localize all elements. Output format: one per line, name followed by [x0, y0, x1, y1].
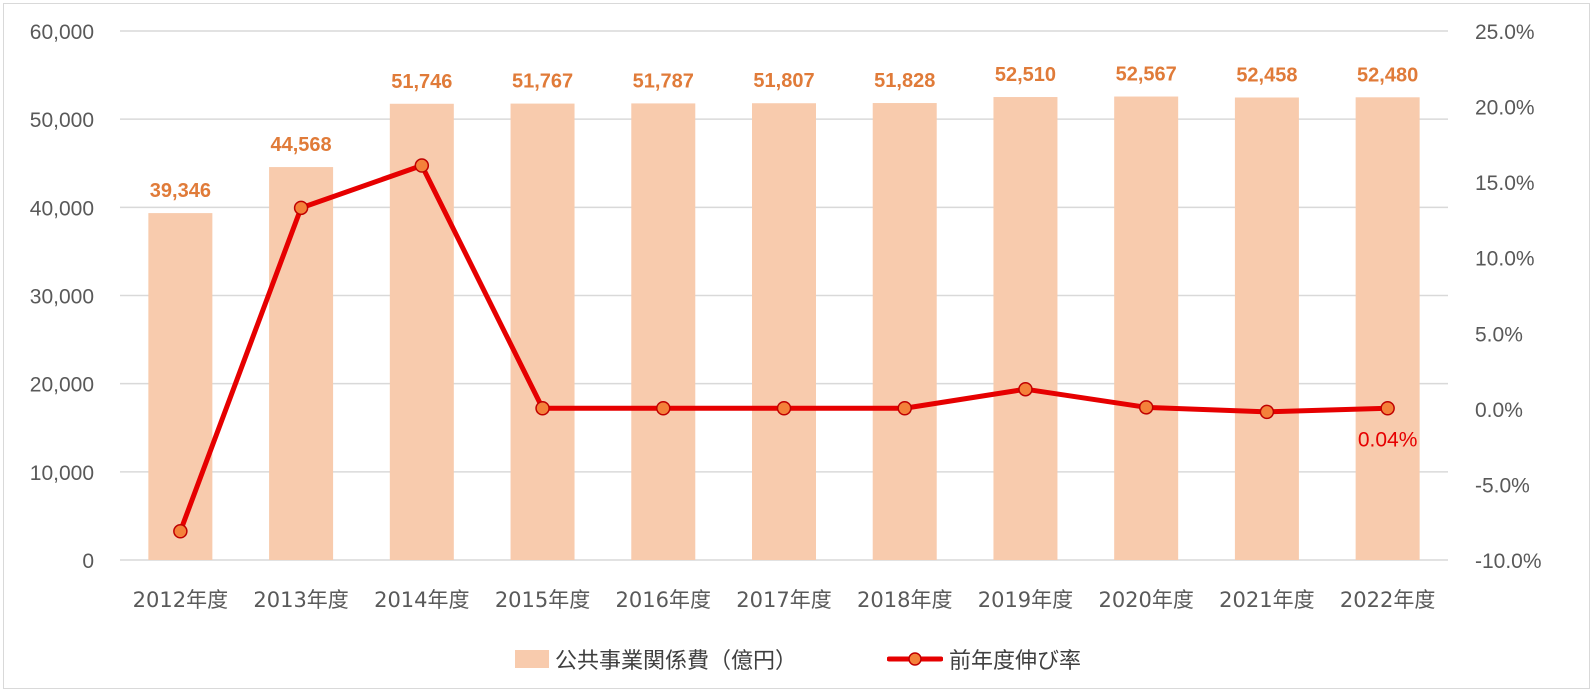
left-axis-tick: 60,000 — [30, 21, 94, 44]
x-axis-label: 2022年度 — [1340, 588, 1435, 612]
bar — [269, 167, 334, 560]
chart-frame — [3, 3, 1590, 689]
bar-data-label: 44,568 — [271, 134, 332, 156]
legend-line-label: 前年度伸び率 — [949, 648, 1082, 673]
bar-data-label: 52,458 — [1236, 64, 1297, 86]
right-axis-tick: 5.0% — [1475, 323, 1523, 346]
x-axis-label: 2013年度 — [253, 588, 348, 612]
right-axis-tick: 0.0% — [1475, 399, 1523, 422]
right-axis-tick: 20.0% — [1475, 97, 1535, 120]
bar-data-label: 51,746 — [391, 71, 452, 93]
line-data-label: 0.04% — [1358, 428, 1418, 451]
x-axis-label: 2015年度 — [495, 588, 590, 612]
bar-swatch-icon — [514, 650, 549, 668]
line-marker-swatch-icon — [887, 652, 943, 666]
right-axis-tick: 10.0% — [1475, 248, 1535, 271]
line-marker — [293, 200, 309, 216]
x-axis-label: 2020年度 — [1098, 588, 1193, 612]
bar-data-label: 52,480 — [1357, 64, 1418, 86]
line-marker — [535, 401, 550, 416]
right-axis-tick: -10.0% — [1475, 550, 1542, 573]
right-axis-tick: 25.0% — [1475, 21, 1535, 44]
line-marker — [897, 401, 912, 416]
line-marker — [1018, 381, 1033, 397]
bar-data-label: 52,510 — [995, 64, 1056, 86]
bar-data-label: 39,346 — [150, 180, 211, 202]
left-axis-tick: 0 — [82, 550, 94, 573]
right-axis-tick: -5.0% — [1475, 474, 1530, 497]
line-marker — [173, 524, 188, 539]
bar — [631, 103, 696, 560]
left-axis-tick: 40,000 — [30, 197, 94, 220]
bar-data-label: 51,787 — [633, 70, 694, 92]
bar — [752, 103, 816, 560]
left-axis-tick: 10,000 — [30, 462, 94, 485]
x-axis-label: 2017年度 — [736, 588, 831, 612]
bar — [389, 103, 454, 560]
bar — [1234, 97, 1299, 560]
bar-data-label: 51,807 — [753, 70, 814, 92]
bar-data-label: 51,767 — [512, 71, 573, 93]
bar-data-label: 51,828 — [874, 70, 935, 92]
left-axis-tick: 50,000 — [30, 109, 94, 132]
x-axis-label: 2018年度 — [857, 588, 952, 612]
x-axis-label: 2019年度 — [978, 588, 1073, 612]
legend: 公共事業関係費（億円） 前年度伸び率 — [0, 643, 1596, 675]
line-marker — [1259, 404, 1275, 420]
bar — [1355, 97, 1420, 560]
line-marker — [1138, 400, 1154, 415]
line-marker — [776, 401, 792, 416]
x-axis-label: 2021年度 — [1219, 588, 1314, 612]
x-axis-label: 2012年度 — [133, 588, 228, 612]
x-axis-label: 2014年度 — [374, 588, 469, 612]
bar — [1114, 96, 1179, 560]
right-axis-tick: 15.0% — [1475, 172, 1535, 195]
bar — [148, 213, 213, 560]
bar-data-label: 52,567 — [1116, 64, 1177, 86]
legend-item-line: 前年度伸び率 — [887, 643, 1081, 675]
line-marker — [656, 401, 671, 416]
bar — [510, 103, 575, 560]
line-marker — [414, 158, 430, 173]
left-axis-tick: 20,000 — [30, 374, 94, 397]
left-axis-tick: 30,000 — [30, 286, 94, 309]
combo-chart: 0 10,000 20,000 30,000 40,000 50,000 60,000 -10… — [30, 21, 1542, 612]
line-marker — [1380, 401, 1395, 416]
bar — [993, 97, 1058, 560]
x-axis-label: 2016年度 — [616, 588, 711, 612]
bar — [872, 103, 937, 560]
legend-bar-label: 公共事業関係費（億円） — [554, 648, 797, 673]
legend-item-bar: 公共事業関係費（億円） — [514, 643, 797, 675]
